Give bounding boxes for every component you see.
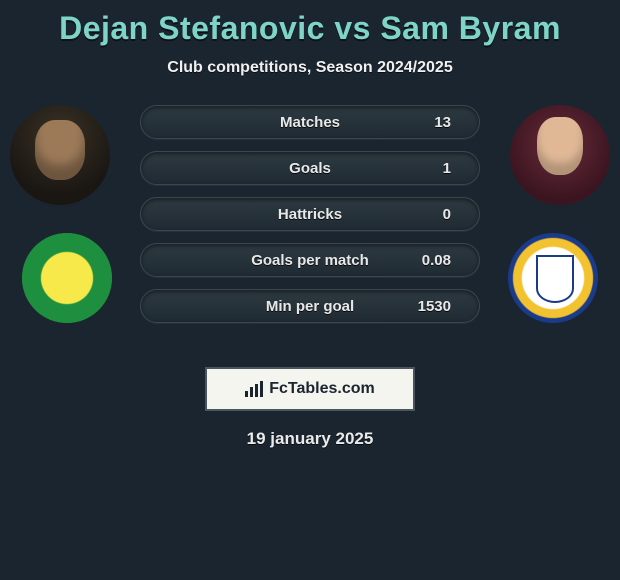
brand-badge: FcTables.com [205, 367, 415, 411]
player1-avatar [10, 105, 110, 205]
stat-value-right: 0 [411, 206, 451, 223]
chart-icon [245, 381, 263, 397]
stat-row: Hattricks 0 [140, 197, 480, 231]
stat-value-right: 13 [411, 114, 451, 131]
brand-text: FcTables.com [269, 380, 375, 398]
date-text: 19 january 2025 [0, 429, 620, 449]
player1-club-crest [22, 233, 112, 323]
stat-row: Goals 1 [140, 151, 480, 185]
stat-label: Min per goal [209, 298, 411, 315]
subtitle: Club competitions, Season 2024/2025 [0, 59, 620, 77]
stat-label: Goals per match [209, 252, 411, 269]
stat-row: Goals per match 0.08 [140, 243, 480, 277]
player2-club-crest [508, 233, 598, 323]
player2-avatar [510, 105, 610, 205]
stat-row: Matches 13 [140, 105, 480, 139]
page-title: Dejan Stefanovic vs Sam Byram [0, 10, 620, 47]
stat-label: Matches [209, 114, 411, 131]
stats-list: Matches 13 Goals 1 Hattricks 0 Goals per… [140, 105, 480, 335]
stat-label: Hattricks [209, 206, 411, 223]
stat-value-right: 1 [411, 160, 451, 177]
comparison-card: Dejan Stefanovic vs Sam Byram Club compe… [0, 0, 620, 449]
comparison-body: Matches 13 Goals 1 Hattricks 0 Goals per… [0, 105, 620, 355]
stat-row: Min per goal 1530 [140, 289, 480, 323]
stat-label: Goals [209, 160, 411, 177]
stat-value-right: 0.08 [411, 252, 451, 269]
stat-value-right: 1530 [411, 298, 451, 315]
